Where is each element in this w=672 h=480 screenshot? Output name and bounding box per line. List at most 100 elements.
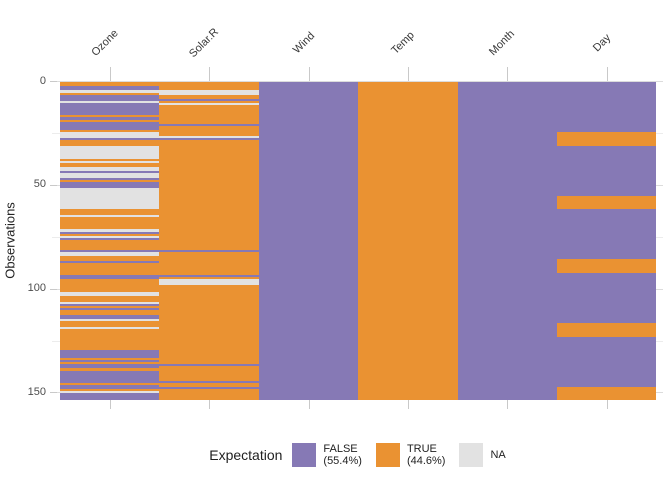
heatmap-segment	[159, 123, 259, 126]
column-header-label: Day	[590, 31, 613, 55]
heatmap-segment	[60, 250, 160, 253]
heatmap-segment	[60, 391, 160, 394]
heatmap-segment	[159, 364, 259, 367]
column-header-label: Solar.R	[187, 26, 222, 61]
heatmap-segment	[60, 235, 160, 238]
top-axis-tick	[407, 67, 409, 81]
heatmap-segment	[60, 177, 160, 180]
legend-item: TRUE (44.6%)	[375, 443, 445, 467]
heatmap-column	[358, 82, 458, 400]
legend-item-label: FALSE (55.4%)	[323, 443, 362, 467]
heatmap-segment	[60, 173, 160, 178]
gridline-major	[52, 81, 663, 83]
heatmap-segment	[60, 217, 160, 230]
heatmap-segment	[258, 82, 359, 400]
heatmap-segment	[159, 277, 259, 280]
heatmap-segment	[60, 256, 160, 261]
heatmap-segment	[358, 82, 458, 400]
heatmap-segment	[60, 239, 160, 251]
y-axis-tick	[50, 288, 57, 290]
heatmap-segment	[60, 131, 160, 139]
bottom-axis-tick	[308, 400, 310, 409]
heatmap-segment	[60, 171, 160, 174]
heatmap-segment	[60, 167, 160, 172]
heatmap-segment	[557, 196, 657, 209]
heatmap-segment	[159, 285, 259, 365]
heatmap-segment	[60, 318, 160, 321]
heatmap-segment	[60, 362, 160, 365]
heatmap-segment	[557, 273, 657, 323]
heatmap-segment	[60, 179, 160, 182]
heatmap-segment	[159, 387, 259, 390]
heatmap-column	[60, 82, 160, 400]
top-axis-tick	[209, 67, 211, 81]
heatmap-segment	[557, 387, 657, 400]
heatmap-segment	[60, 129, 160, 132]
heatmap-segment	[60, 208, 160, 215]
legend: Expectation FALSE (55.4%) TRUE (44.6%) NA	[52, 441, 663, 469]
heatmap-segment	[60, 275, 160, 280]
heatmap-segment	[60, 115, 160, 118]
heatmap-segment	[60, 187, 160, 209]
heatmap-segment	[60, 314, 160, 319]
heatmap-segment	[60, 302, 160, 305]
heatmap-segment	[159, 389, 259, 400]
heatmap-segment	[60, 121, 160, 130]
heatmap-column	[457, 82, 557, 400]
heatmap-segment	[60, 158, 160, 161]
heatmap-segment	[60, 214, 160, 218]
heatmap-segment	[60, 358, 160, 361]
heatmap-segment	[60, 320, 160, 327]
heatmap-segment	[60, 94, 160, 101]
legend-item: NA	[459, 443, 506, 467]
heatmap-segment	[159, 94, 259, 99]
legend-item-label: NA	[490, 449, 506, 461]
column-header-label: Ozone	[89, 27, 121, 59]
heatmap-segment	[60, 304, 160, 307]
heatmap-segment	[60, 163, 160, 168]
bottom-axis-tick	[606, 400, 608, 409]
heatmap-segment	[159, 140, 259, 251]
heatmap-segment	[557, 322, 657, 338]
bottom-axis-tick	[109, 400, 111, 409]
heatmap-segment	[60, 100, 160, 103]
heatmap-segment	[60, 86, 160, 91]
heatmap-segment	[60, 117, 160, 120]
heatmap-segment	[159, 380, 259, 383]
heatmap-column	[159, 82, 259, 400]
heatmap-segment	[60, 252, 160, 257]
heatmap-segment	[60, 360, 160, 363]
top-axis-tick	[507, 67, 509, 81]
heatmap-segment	[60, 385, 160, 390]
heatmap-segment	[60, 102, 160, 116]
heatmap-segment	[60, 393, 160, 400]
heatmap-segment	[159, 82, 259, 91]
y-axis-tick-label: 150	[27, 385, 46, 398]
y-axis-tick	[50, 81, 57, 83]
heatmap-column	[557, 82, 657, 400]
heatmap-segment	[60, 181, 160, 188]
heatmap-segment	[60, 295, 160, 303]
legend-swatch	[459, 443, 484, 467]
heatmap-segment	[60, 260, 160, 263]
heatmap-segment	[557, 208, 657, 259]
heatmap-segment	[60, 233, 160, 236]
heatmap-segment	[557, 337, 657, 388]
top-axis-tick	[606, 67, 608, 81]
heatmap-segment	[60, 262, 160, 276]
heatmap-segment	[159, 250, 259, 253]
heatmap-segment	[60, 364, 160, 369]
heatmap-segment	[159, 102, 259, 105]
heatmap-segment	[60, 368, 160, 371]
heatmap-segment	[457, 82, 557, 400]
heatmap-segment	[557, 131, 657, 147]
bottom-axis-tick	[507, 400, 509, 409]
heatmap-segment	[557, 146, 657, 197]
heatmap-segment	[159, 136, 259, 139]
heatmap-segment	[60, 229, 160, 232]
heatmap-segment	[60, 389, 160, 392]
column-header-label: Month	[487, 27, 518, 59]
heatmap-segment	[159, 125, 259, 137]
y-axis-tick	[50, 184, 57, 186]
